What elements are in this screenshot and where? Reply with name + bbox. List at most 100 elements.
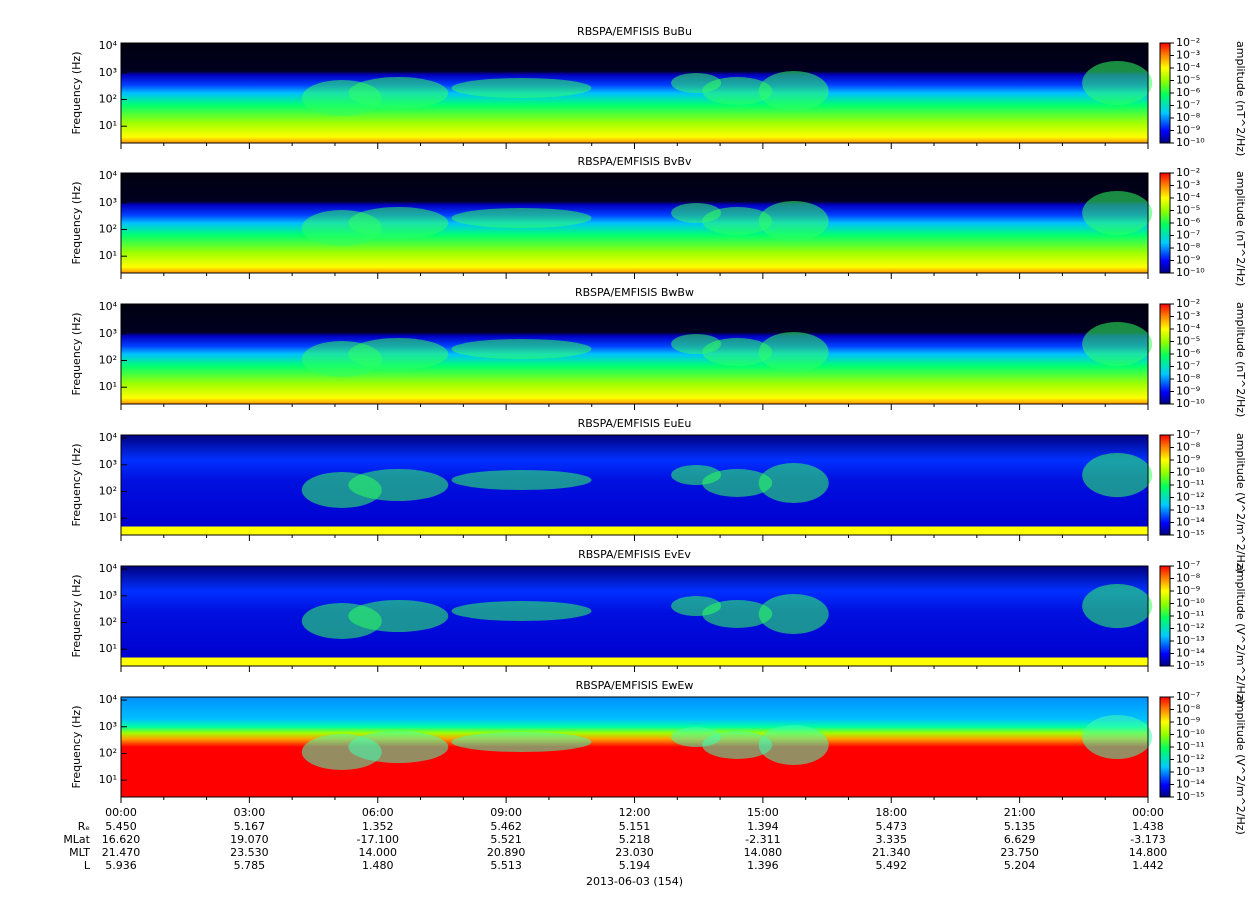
ephemeris-value: 5.204	[1004, 859, 1036, 872]
spectrogram	[121, 173, 1148, 273]
spectrogram	[121, 304, 1148, 404]
y-tick-label: 10³	[99, 66, 117, 79]
spectral-feature	[348, 600, 449, 632]
y-tick-label: 10²	[99, 746, 117, 759]
colorbar-tick-label: 10⁻⁹	[1176, 715, 1200, 728]
spectral-feature	[1082, 453, 1153, 497]
colorbar-tick-label: 10⁻⁵	[1176, 204, 1200, 217]
ephemeris-label: L	[84, 859, 91, 872]
ephemeris-value: 20.890	[487, 846, 526, 859]
colorbar-tick-label: 10⁻²	[1176, 166, 1200, 179]
spectrogram	[121, 697, 1148, 797]
colorbar-tick-label: 10⁻²	[1176, 297, 1200, 310]
spectral-feature	[348, 207, 449, 239]
colorbar-tick-label: 10⁻¹⁴	[1176, 778, 1205, 791]
x-tick-label: 15:00	[747, 806, 779, 819]
y-tick-label: 10³	[99, 589, 117, 602]
ephemeris-value: 23.750	[1000, 846, 1039, 859]
colorbar	[1159, 696, 1171, 798]
spectral-feature	[758, 332, 829, 372]
colorbar-tick-label: 10⁻⁸	[1176, 703, 1201, 716]
ephemeris-label: MLT	[69, 846, 90, 859]
y-tick-label: 10¹	[99, 249, 117, 262]
y-tick-label: 10⁴	[99, 169, 118, 182]
panel-title: RBSPA/EMFISIS EwEw	[576, 679, 694, 692]
ephemeris-value: 5.167	[234, 820, 266, 833]
spectral-feature	[702, 207, 773, 235]
x-tick-label: 00:00	[1132, 806, 1164, 819]
colorbar-tick-label: 10⁻⁴	[1176, 191, 1201, 204]
x-tick-label: 03:00	[234, 806, 266, 819]
ephemeris-value: 3.335	[876, 833, 908, 846]
spectral-feature	[1082, 322, 1153, 366]
colorbar-tick-label: 10⁻⁷	[1176, 229, 1200, 242]
y-axis-label: Frequency (Hz)	[70, 313, 83, 396]
spectral-feature	[451, 78, 592, 98]
spectral-feature	[758, 201, 829, 241]
colorbar-label: amplitude (V^2/m^2/Hz)	[1234, 564, 1247, 704]
colorbar-tick-label: 10⁻¹⁰	[1176, 466, 1205, 479]
x-tick-label: 09:00	[490, 806, 522, 819]
spectral-feature	[348, 469, 449, 501]
colorbar-label: amplitude (V^2/m^2/Hz)	[1234, 695, 1247, 835]
spectral-feature	[1082, 584, 1153, 628]
panel-title: RBSPA/EMFISIS BwBw	[575, 286, 694, 299]
colorbar-tick-label: 10⁻⁷	[1176, 690, 1200, 703]
colorbar-tick-label: 10⁻⁸	[1176, 441, 1201, 454]
colorbar	[1159, 303, 1171, 405]
ephemeris-value: 1.394	[747, 820, 779, 833]
ephemeris-value: 5.194	[619, 859, 651, 872]
colorbar-tick-label: 10⁻¹³	[1176, 765, 1205, 778]
spectral-feature	[702, 600, 773, 628]
colorbar-label: amplitude (nT^2/Hz)	[1234, 171, 1247, 286]
colorbar-tick-label: 10⁻⁵	[1176, 74, 1200, 87]
colorbar-tick-label: 10⁻⁴	[1176, 61, 1201, 74]
spectral-feature	[758, 463, 829, 503]
colorbar-tick-label: 10⁻⁸	[1176, 111, 1201, 124]
x-tick-label: 12:00	[619, 806, 651, 819]
x-tick-label: 06:00	[362, 806, 394, 819]
ephemeris-value: 5.513	[490, 859, 522, 872]
colorbar-tick-label: 10⁻⁹	[1176, 385, 1200, 398]
spectral-feature	[451, 339, 592, 359]
y-tick-label: 10²	[99, 92, 117, 105]
colorbar-tick-label: 10⁻¹⁴	[1176, 516, 1205, 529]
y-tick-label: 10⁴	[99, 562, 118, 575]
colorbar-tick-label: 10⁻⁶	[1176, 86, 1201, 99]
colorbar-tick-label: 10⁻¹¹	[1176, 609, 1205, 622]
y-tick-label: 10⁴	[99, 39, 118, 52]
ephemeris-value: 14.080	[744, 846, 783, 859]
colorbar-tick-label: 10⁻²	[1176, 36, 1200, 49]
spectral-feature	[702, 338, 773, 366]
ephemeris-value: 5.151	[619, 820, 651, 833]
ephemeris-value: 21.470	[102, 846, 141, 859]
panel-title: RBSPA/EMFISIS EvEv	[578, 548, 691, 561]
colorbar-label: amplitude (nT^2/Hz)	[1234, 302, 1247, 417]
colorbar-tick-label: 10⁻¹³	[1176, 503, 1205, 516]
y-tick-label: 10¹	[99, 380, 117, 393]
colorbar	[1159, 42, 1171, 144]
ephemeris-value: 1.352	[362, 820, 394, 833]
panel-title: RBSPA/EMFISIS BvBv	[578, 155, 692, 168]
colorbar-tick-label: 10⁻⁹	[1176, 584, 1200, 597]
y-tick-label: 10³	[99, 458, 117, 471]
ephemeris-value: 21.340	[872, 846, 911, 859]
colorbar-tick-label: 10⁻¹²	[1176, 622, 1205, 635]
spectrogram	[121, 43, 1148, 143]
colorbar-tick-label: 10⁻¹⁰	[1176, 728, 1205, 741]
colorbar-label: amplitude (nT^2/Hz)	[1234, 41, 1247, 156]
y-tick-label: 10²	[99, 353, 117, 366]
x-tick-label: 00:00	[105, 806, 137, 819]
colorbar-label: amplitude (V^2/m^2/Hz)	[1234, 433, 1247, 573]
colorbar-tick-label: 10⁻⁷	[1176, 428, 1200, 441]
colorbar-tick-label: 10⁻⁶	[1176, 216, 1201, 229]
colorbar-tick-label: 10⁻³	[1176, 310, 1200, 323]
colorbar-tick-label: 10⁻¹³	[1176, 634, 1205, 647]
ephemeris-value: 1.480	[362, 859, 394, 872]
y-tick-label: 10²	[99, 222, 117, 235]
colorbar-tick-label: 10⁻⁴	[1176, 322, 1201, 335]
ephemeris-value: 5.521	[490, 833, 522, 846]
ephemeris-value: -3.173	[1130, 833, 1165, 846]
colorbar-tick-label: 10⁻¹⁰	[1176, 136, 1205, 149]
